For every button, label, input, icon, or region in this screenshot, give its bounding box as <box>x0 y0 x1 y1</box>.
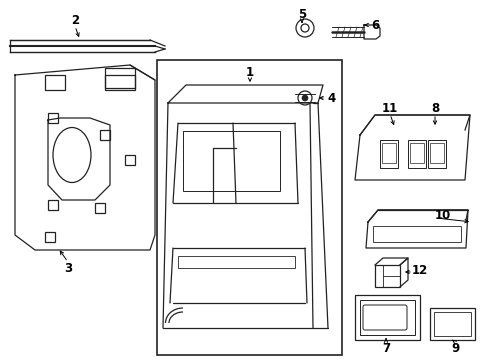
Bar <box>45 232 55 242</box>
Bar <box>407 140 425 168</box>
Bar <box>381 143 395 163</box>
Bar <box>379 140 397 168</box>
Bar <box>372 226 460 242</box>
Bar <box>105 75 135 90</box>
Text: 2: 2 <box>71 14 79 27</box>
Bar <box>427 140 445 168</box>
Text: 9: 9 <box>450 342 458 355</box>
Bar <box>433 312 470 336</box>
Text: 7: 7 <box>381 342 389 355</box>
Bar <box>429 308 474 340</box>
Text: 11: 11 <box>381 102 397 114</box>
Bar <box>48 113 58 123</box>
Bar <box>45 75 65 90</box>
Text: 12: 12 <box>411 264 427 276</box>
Bar <box>354 295 419 340</box>
Bar <box>359 300 414 335</box>
Bar <box>178 256 294 268</box>
Bar <box>157 60 341 355</box>
Text: 6: 6 <box>370 18 378 32</box>
Bar <box>100 130 110 140</box>
Bar <box>429 143 443 163</box>
Bar <box>105 68 135 88</box>
Text: 3: 3 <box>64 261 72 274</box>
Text: 1: 1 <box>245 66 254 78</box>
Text: 10: 10 <box>434 208 450 221</box>
Text: 8: 8 <box>430 102 438 114</box>
Bar <box>374 265 399 287</box>
Bar <box>125 155 135 165</box>
Text: 4: 4 <box>327 91 335 104</box>
Bar <box>409 143 423 163</box>
Bar <box>183 131 280 191</box>
Circle shape <box>302 95 307 101</box>
Bar <box>48 200 58 210</box>
Bar <box>95 203 105 213</box>
Text: 5: 5 <box>297 8 305 21</box>
